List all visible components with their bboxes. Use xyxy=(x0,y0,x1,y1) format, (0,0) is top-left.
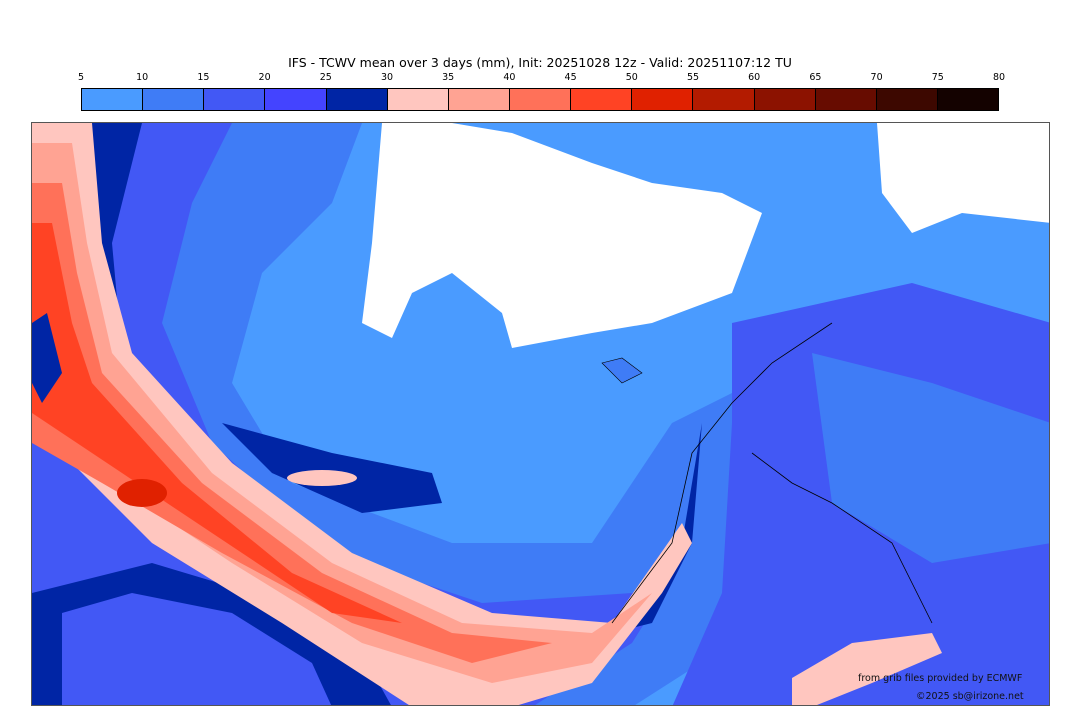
chart-title: IFS - TCWV mean over 3 days (mm), Init: … xyxy=(288,55,792,70)
colorbar-tick: 65 xyxy=(809,72,822,83)
colorbar-tick: 60 xyxy=(748,72,761,83)
region-30-35 xyxy=(32,123,692,705)
region-40-45 xyxy=(32,183,552,663)
colorbar-bin xyxy=(754,89,816,110)
greenland-mask xyxy=(362,123,762,348)
colorbar-bin xyxy=(326,89,388,110)
tcwv-map: from grib files provided by ECMWF ©2025 … xyxy=(31,122,1050,706)
colorbar-tick: 35 xyxy=(442,72,455,83)
coastlines xyxy=(611,322,933,624)
colorbar-tick: 45 xyxy=(564,72,577,83)
region-50-55 xyxy=(117,479,167,507)
colorbar-ticks: 5 10 15 20 25 30 35 40 45 50 55 60 65 70 75 80 xyxy=(77,72,1005,84)
colorbar-bin xyxy=(387,89,449,110)
colorbar-bin xyxy=(82,89,144,110)
source-credit: from grib files provided by ECMWF xyxy=(858,673,1023,684)
colorbar-bin xyxy=(937,89,999,110)
iceland xyxy=(601,357,643,384)
colorbar-bin xyxy=(509,89,572,110)
colorbar-tick: 40 xyxy=(503,72,516,83)
colorbar-tick: 55 xyxy=(686,72,700,83)
colorbar-bin xyxy=(632,89,694,110)
colorbar xyxy=(81,88,999,111)
colorbar-bin xyxy=(693,89,755,110)
colorbar-bin xyxy=(571,89,633,110)
colorbar-tick: 80 xyxy=(992,72,1006,83)
colorbar-tick: 50 xyxy=(625,72,638,83)
region-35-40 xyxy=(32,143,652,683)
map-canvas xyxy=(32,123,1049,705)
colorbar-tick: 75 xyxy=(931,72,944,83)
colorbar-bin xyxy=(815,89,877,110)
colorbar-tick: 5 xyxy=(77,72,85,83)
colorbar-bin xyxy=(265,89,327,110)
colorbar-bin xyxy=(204,89,266,110)
copyright: ©2025 sb@irizone.net xyxy=(916,691,1024,702)
colorbar-tick: 10 xyxy=(136,72,149,83)
colorbar-bin xyxy=(876,89,938,110)
region-45-50 xyxy=(32,223,402,623)
colorbar-bin xyxy=(448,89,510,110)
region-east xyxy=(812,353,1049,563)
arctic-mask xyxy=(877,123,1049,233)
colorbar-tick: 15 xyxy=(197,72,210,83)
colorbar-tick: 30 xyxy=(380,72,394,83)
colorbar-bin xyxy=(143,89,205,110)
colorbar-tick: 70 xyxy=(870,72,883,83)
colorbar-tick: 20 xyxy=(258,72,271,83)
colorbar-tick: 25 xyxy=(319,72,332,83)
